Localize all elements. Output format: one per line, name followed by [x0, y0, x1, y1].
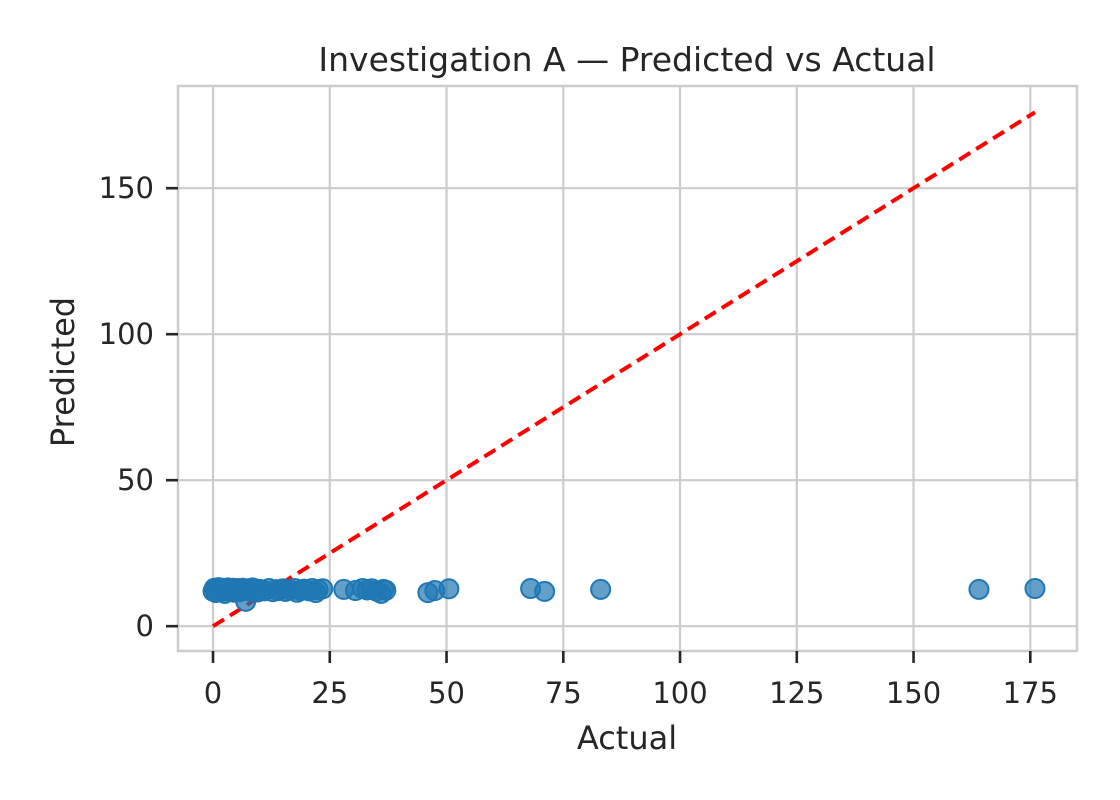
y-tick-label: 0 [136, 609, 154, 643]
y-tick-label: 100 [99, 317, 154, 351]
data-point [968, 578, 990, 600]
reference-line [211, 110, 1037, 628]
data-point [312, 578, 334, 600]
data-point [590, 578, 612, 600]
plot-frame [176, 84, 1079, 653]
x-tick-label: 25 [311, 676, 348, 710]
grid [178, 86, 1077, 651]
chart-title: Investigation A — Predicted vs Actual [318, 40, 935, 79]
x-axis-label: Actual [577, 719, 677, 757]
data-point [1024, 578, 1046, 600]
x-tick-label: 75 [545, 676, 582, 710]
data-points [202, 577, 1046, 612]
x-tick-label: 150 [886, 676, 941, 710]
x-tick-label: 175 [1003, 676, 1058, 710]
y-tick-label: 150 [99, 171, 154, 205]
data-point [438, 578, 460, 600]
x-tick-label: 0 [204, 676, 222, 710]
axis-ticks: 0 25 50 75 100 125 150 175 0 50 100 150 [99, 171, 1058, 710]
y-tick-label: 50 [117, 463, 154, 497]
data-point [375, 579, 397, 601]
y-axis-label: Predicted [44, 297, 82, 447]
data-point [534, 580, 556, 602]
x-tick-label: 100 [652, 676, 707, 710]
x-tick-label: 50 [428, 676, 465, 710]
x-tick-label: 125 [769, 676, 824, 710]
reference-line-layer [211, 110, 1037, 628]
